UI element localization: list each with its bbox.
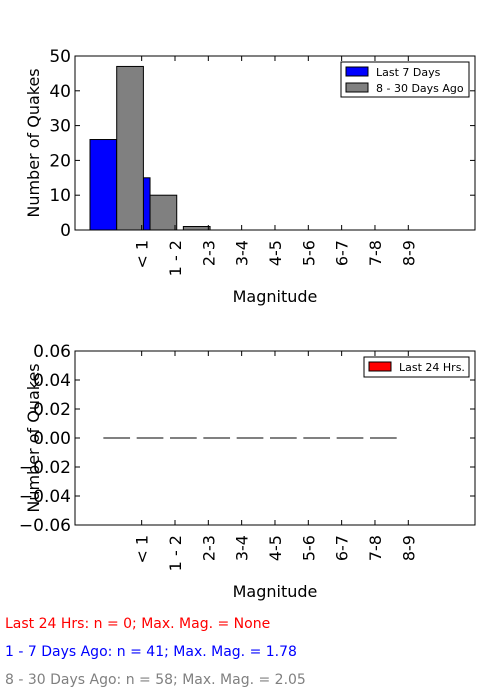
- y-tick-label: 20: [49, 151, 71, 171]
- legend-label: Last 24 Hrs.: [399, 361, 465, 374]
- x-tick-label: < 1: [133, 535, 152, 564]
- summary-last-24-hrs: Last 24 Hrs: n = 0; Max. Mag. = None: [5, 616, 271, 632]
- x-tick-label: 3-4: [233, 535, 252, 561]
- y-tick-label: 40: [49, 82, 71, 102]
- bar-8-30-days-ago-0: [116, 65, 144, 231]
- x-axis-label: Magnitude: [233, 582, 318, 601]
- y-tick-label: 10: [49, 186, 71, 206]
- y-tick-label: 50: [49, 47, 71, 67]
- summary-8-30-days: 8 - 30 Days Ago: n = 58; Max. Mag. = 2.0…: [5, 672, 306, 688]
- y-tick-label: −0.02: [19, 458, 71, 478]
- legend-swatch: [345, 82, 369, 93]
- y-tick-label: 0: [60, 221, 71, 241]
- bar-last-7-days-0: [89, 139, 118, 231]
- x-tick-label: 5-6: [299, 240, 318, 266]
- y-tick-label: −0.04: [19, 487, 71, 507]
- x-tick-label: 8-9: [399, 535, 418, 561]
- x-tick-label: 5-6: [299, 535, 318, 561]
- bar-8-30-days-ago-1: [149, 194, 178, 231]
- x-tick-label: 1 - 2: [166, 240, 185, 276]
- legend-swatch: [368, 361, 392, 372]
- x-tick-label: < 1: [133, 240, 152, 269]
- y-tick-label: 0.02: [33, 400, 71, 420]
- x-tick-label: 4-5: [266, 240, 285, 266]
- y-tick-label: 0.06: [33, 342, 71, 362]
- y-tick-label: 0.04: [33, 371, 71, 391]
- chart-last-7-and-30-days: 0 10 20 30 40 50 < 1 1 - 2 2-3 3-4 4-5 5-6 6-7 7-8 8-9…: [24, 47, 476, 306]
- x-tick-label: 6-7: [333, 240, 352, 266]
- legend-label: Last 7 Days: [376, 66, 441, 79]
- x-tick-label: 3-4: [233, 240, 252, 266]
- x-tick-label: 7-8: [366, 240, 385, 266]
- y-tick-label: 30: [49, 117, 71, 137]
- x-tick-label: 6-7: [333, 535, 352, 561]
- y-tick-label: 0.00: [33, 429, 71, 449]
- chart-last-24-hours: 0.06 0.04 0.02 0.00 −0.02 −0.04 −0.06 < 1 1 - 2 2…: [19, 342, 476, 601]
- x-axis-label: Magnitude: [233, 287, 318, 306]
- bar-8-30-days-ago-2: [182, 226, 211, 231]
- y-axis-label: Number of Quakes: [24, 68, 43, 217]
- x-tick-label: 1 - 2: [166, 535, 185, 571]
- x-tick-label: 2-3: [199, 240, 218, 266]
- x-tick-label: 4-5: [266, 535, 285, 561]
- summary-1-7-days: 1 - 7 Days Ago: n = 41; Max. Mag. = 1.78: [5, 644, 297, 660]
- x-tick-label: 7-8: [366, 535, 385, 561]
- y-axis-label: Number of Quakes: [24, 363, 43, 512]
- y-tick-label: −0.06: [19, 516, 71, 536]
- legend-label: 8 - 30 Days Ago: [376, 82, 464, 95]
- x-tick-label: 2-3: [199, 535, 218, 561]
- legend-swatch: [345, 66, 369, 77]
- x-tick-label: 8-9: [399, 240, 418, 266]
